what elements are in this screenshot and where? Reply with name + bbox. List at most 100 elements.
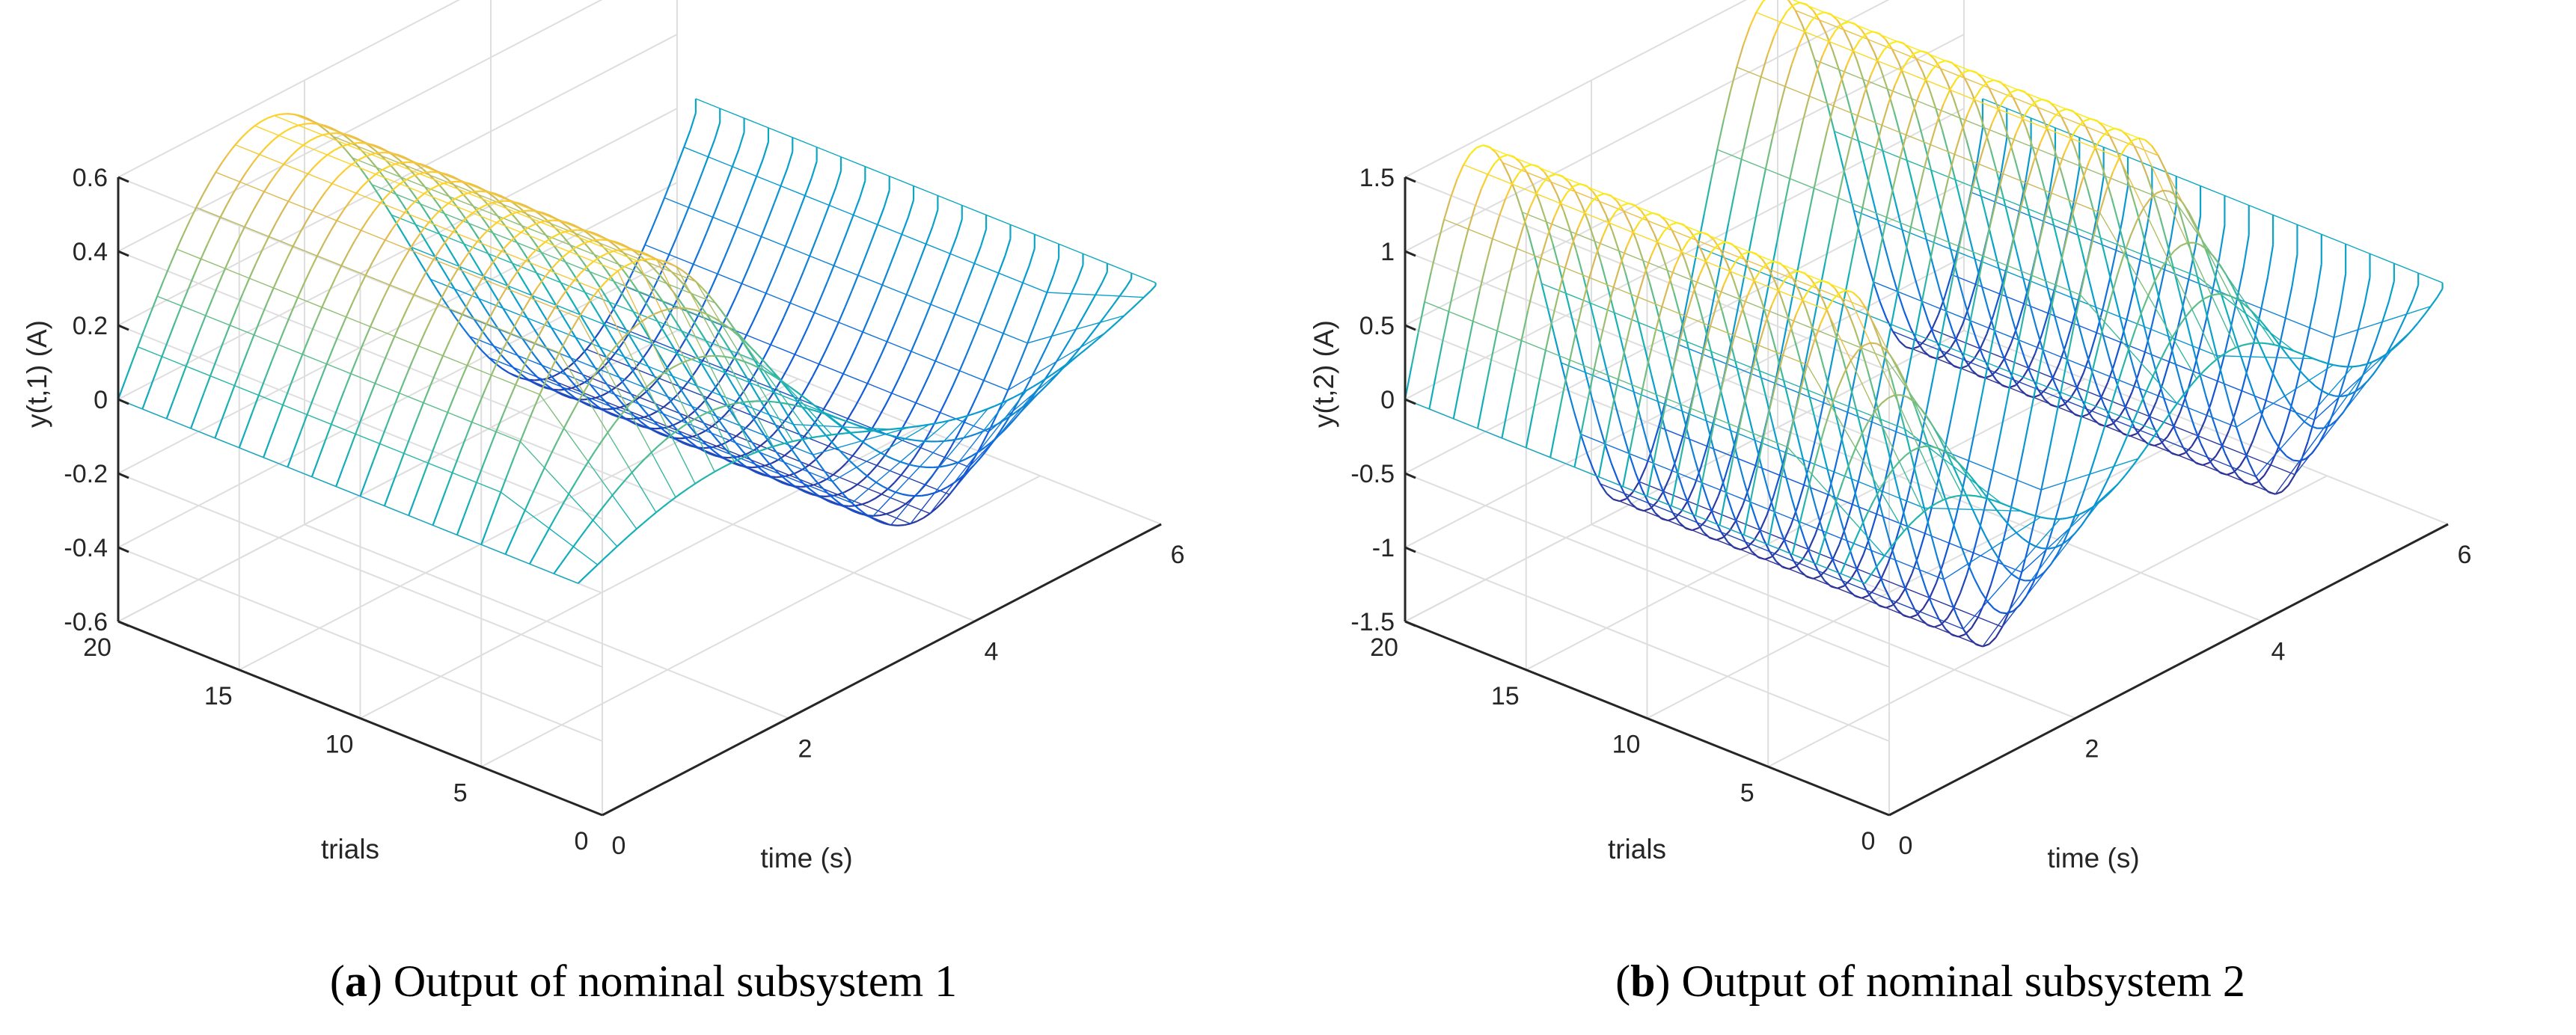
mesh-line <box>176 234 184 250</box>
mesh-line <box>617 539 625 547</box>
mesh-line <box>137 346 162 357</box>
mesh-line <box>1692 275 1701 295</box>
mesh-line <box>628 334 636 345</box>
z-tick-label: 0.2 <box>73 312 108 340</box>
mesh-line <box>623 356 649 367</box>
mesh-line <box>1501 405 1510 439</box>
mesh-line <box>2222 381 2231 405</box>
mesh-line <box>640 351 649 361</box>
x-tick-label: 4 <box>2271 638 2286 666</box>
mesh-line <box>2133 145 2142 160</box>
mesh-line <box>1790 506 1799 526</box>
mesh-line <box>877 429 884 431</box>
mesh-line <box>1711 510 1737 521</box>
mesh-line <box>2090 118 2115 129</box>
mesh-line <box>2056 156 2064 179</box>
mesh-line <box>1983 127 1992 150</box>
mesh-line <box>1781 333 1790 356</box>
mesh-line <box>1899 498 1908 524</box>
mesh-line <box>1502 437 1527 449</box>
mesh-line <box>353 141 361 144</box>
mesh-line <box>1874 402 1882 412</box>
mesh-line <box>530 287 538 299</box>
mesh-line <box>948 418 956 422</box>
mesh-line <box>1588 277 1614 288</box>
mesh-line <box>2221 295 2247 315</box>
mesh-line <box>201 258 226 269</box>
mesh-line <box>322 307 346 318</box>
mesh-line <box>2218 436 2227 454</box>
mesh-line <box>1743 259 1752 274</box>
mesh-line <box>981 408 988 412</box>
mesh-line <box>400 183 425 194</box>
mesh-line <box>2116 427 2125 435</box>
mesh-line <box>190 428 215 439</box>
mesh-line <box>1449 179 1458 198</box>
mesh-line <box>705 354 712 357</box>
mesh-line <box>341 451 350 470</box>
mesh-line <box>2230 298 2239 329</box>
mesh-line <box>736 459 744 467</box>
mesh-line <box>883 190 890 208</box>
mesh-line <box>1691 279 1716 291</box>
mesh-line <box>915 389 923 404</box>
mesh-line <box>2075 414 2082 418</box>
mesh-line <box>719 321 727 327</box>
mesh-line <box>2111 157 2120 173</box>
mesh-line <box>1891 324 1916 335</box>
mesh-line <box>1978 189 1987 216</box>
mesh-line <box>516 242 542 254</box>
mesh-line <box>910 520 917 525</box>
mesh-line <box>1778 289 1803 301</box>
mesh-line <box>1856 568 1882 580</box>
mesh-line <box>2108 356 2117 379</box>
mesh-line <box>1643 507 1651 512</box>
mesh-line <box>1886 216 1912 228</box>
mesh-line <box>579 348 587 357</box>
mesh-line <box>887 455 895 461</box>
mesh-line <box>1958 346 1966 361</box>
mesh-line <box>1912 446 1920 452</box>
mesh-line <box>1813 575 1820 580</box>
mesh-line <box>702 348 710 361</box>
mesh-line <box>1552 243 1561 268</box>
mesh-line <box>1921 301 1947 312</box>
mesh-line <box>2161 310 2170 337</box>
mesh-line <box>1855 595 1862 599</box>
mesh-line <box>403 236 412 248</box>
mesh-line <box>489 192 497 200</box>
mesh-line <box>923 512 931 519</box>
mesh-line <box>549 270 575 281</box>
mesh-line <box>162 264 171 280</box>
mesh-line <box>1909 517 1918 525</box>
mesh-line <box>319 125 327 132</box>
mesh-line <box>1900 394 1908 399</box>
mesh-line <box>1546 221 1571 233</box>
mesh-line <box>2190 251 2198 277</box>
mesh-line <box>363 326 372 343</box>
mesh-line <box>1671 512 1680 523</box>
mesh-line <box>476 265 485 277</box>
mesh-line <box>955 219 963 237</box>
mesh-line <box>1846 542 1855 559</box>
tick-mark <box>117 620 129 627</box>
mesh-line <box>2144 326 2169 337</box>
mesh-line <box>2049 285 2058 317</box>
mesh-line <box>2075 227 2101 239</box>
mesh-line <box>374 366 383 384</box>
mesh-line <box>1967 563 1975 580</box>
mesh-line <box>2297 414 2305 423</box>
mesh-line <box>685 358 693 363</box>
mesh-line <box>1084 343 1092 351</box>
mesh-line <box>1748 465 1757 488</box>
mesh-line <box>456 233 465 245</box>
mesh-line <box>841 426 849 433</box>
mesh-line <box>1804 540 1813 558</box>
mesh-line <box>551 233 559 239</box>
mesh-line <box>493 192 501 197</box>
mesh-line <box>664 180 672 198</box>
mesh-line <box>568 494 593 521</box>
mesh-line <box>423 268 432 280</box>
mesh-line <box>2136 207 2144 221</box>
mesh-line <box>473 319 482 330</box>
